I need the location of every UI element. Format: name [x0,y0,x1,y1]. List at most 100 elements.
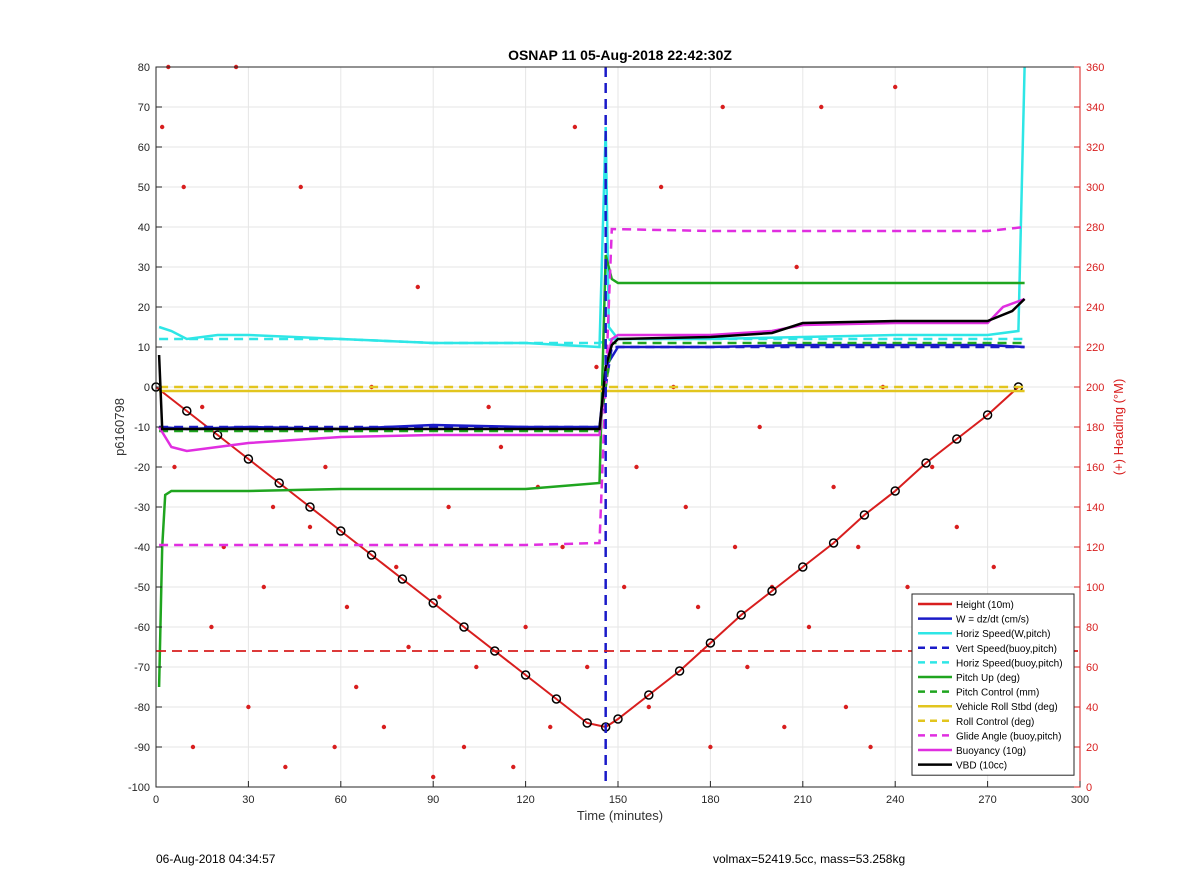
height-marker [459,622,469,632]
chart-title: OSNAP 11 05-Aug-2018 22:42:30Z [508,47,732,63]
y2-tick-label: 260 [1086,262,1104,274]
heading-point [381,724,387,730]
axes-group: 0 30 60 90 120 150 180 210 240 270 300-100-90-80-7… [128,62,1104,806]
heading-point [461,744,467,750]
heading-point [893,84,898,90]
series-line-11 [157,298,1026,431]
heading-point [831,484,836,490]
heading-point [905,584,910,590]
height-marker [859,510,870,520]
heading-point [181,184,186,190]
height-marker [582,718,592,728]
height-marker [551,694,562,704]
series-line-2 [158,66,1026,349]
y-tick-label: -80 [134,702,150,714]
series-line-5 [157,254,1025,688]
x-tick-label: 300 [1071,794,1089,806]
heading-point [868,744,873,750]
y2-tick-label: 300 [1086,182,1104,194]
y-tick-label: 0 [144,382,150,394]
legend: Height (10m) W = dz/dt (cm/s) Horiz Speed(… [911,593,1075,776]
height-marker [736,610,746,620]
heading-point [209,624,214,630]
y2-tick-label: 200 [1086,382,1104,394]
height-marker [274,478,284,488]
y-tick-label: -100 [128,782,150,794]
height-marker [305,502,315,512]
height-marker [767,586,777,596]
heading-point [474,664,479,670]
heading-point [683,504,688,510]
y-tick-label: -40 [134,542,150,554]
y-tick-label: 40 [138,222,150,234]
heading-point [437,594,442,600]
y-axis-label: p6160798 [112,398,127,456]
height-marker [828,538,839,548]
height-marker [336,526,346,536]
heading-point [323,464,328,470]
x-tick-label: 90 [427,794,439,806]
heading-point [172,464,177,470]
legend-entry-label: Vehicle Roll Stbd (deg) [956,702,1058,713]
legend-entry-label: Horiz Speed(buoy,pitch) [956,658,1063,669]
heading-point [270,504,276,510]
x-tick-label: 120 [516,794,534,806]
y2-tick-label: 60 [1086,662,1098,674]
heading-point [190,744,196,750]
x-tick-label: 60 [335,794,347,806]
y2-tick-label: 120 [1086,542,1104,554]
y2-tick-label: 40 [1086,702,1098,714]
legend-box [911,593,1075,776]
legend-entry-label: Roll Control (deg) [956,717,1034,728]
legend-entry-label: VBD (10cc) [956,761,1007,772]
height-marker [397,574,408,584]
y2-tick-label: 160 [1086,462,1104,474]
y2-tick-label: 340 [1086,102,1104,114]
legend-entry-label: W = dz/dt (cm/s) [956,615,1029,626]
height-marker [243,454,254,464]
legend-entry-label: Height (10m) [956,600,1014,611]
height-marker [520,670,531,680]
series-line-4 [159,337,1025,345]
heading-point [695,604,701,610]
heading-point [757,424,762,430]
height-marker [428,598,438,608]
x-tick-label: 270 [978,794,996,806]
heading-point [332,744,337,750]
y-tick-label: -30 [134,502,150,514]
y2-tick-label: 180 [1086,422,1104,434]
heading-point [261,584,266,590]
y2-tick-label: 220 [1086,342,1104,354]
footer-timestamp: 06-Aug-2018 04:34:57 [156,852,276,866]
heading-point [298,184,303,190]
heading-point [856,544,861,550]
y2-tick-label: 240 [1086,302,1104,314]
height-marker [798,562,808,572]
heading-point [498,444,504,450]
heading-point [819,104,824,110]
heading-point [548,724,553,730]
heading-point [307,524,313,530]
y-tick-label: -90 [134,742,150,754]
heading-point [283,764,288,770]
legend-entry-label: Vert Speed(buoy,pitch) [956,644,1057,655]
heading-point [394,564,399,570]
heading-point [843,704,849,710]
heading-point [159,124,165,130]
heading-point [406,644,411,650]
legend-entry-label: Horiz Speed(W,pitch) [956,629,1050,640]
y-tick-label: -70 [134,662,150,674]
heading-point [511,764,516,770]
y2-tick-label: 20 [1086,742,1098,754]
y2-tick-label: 100 [1086,582,1104,594]
heading-point [446,504,451,510]
y-tick-label: -10 [134,422,150,434]
heading-point [200,404,205,410]
heading-point [634,464,639,470]
heading-point [585,664,590,670]
heading-point [732,544,738,550]
y-tick-label: 50 [138,182,150,194]
height-marker [890,486,900,496]
height-marker [705,638,716,648]
